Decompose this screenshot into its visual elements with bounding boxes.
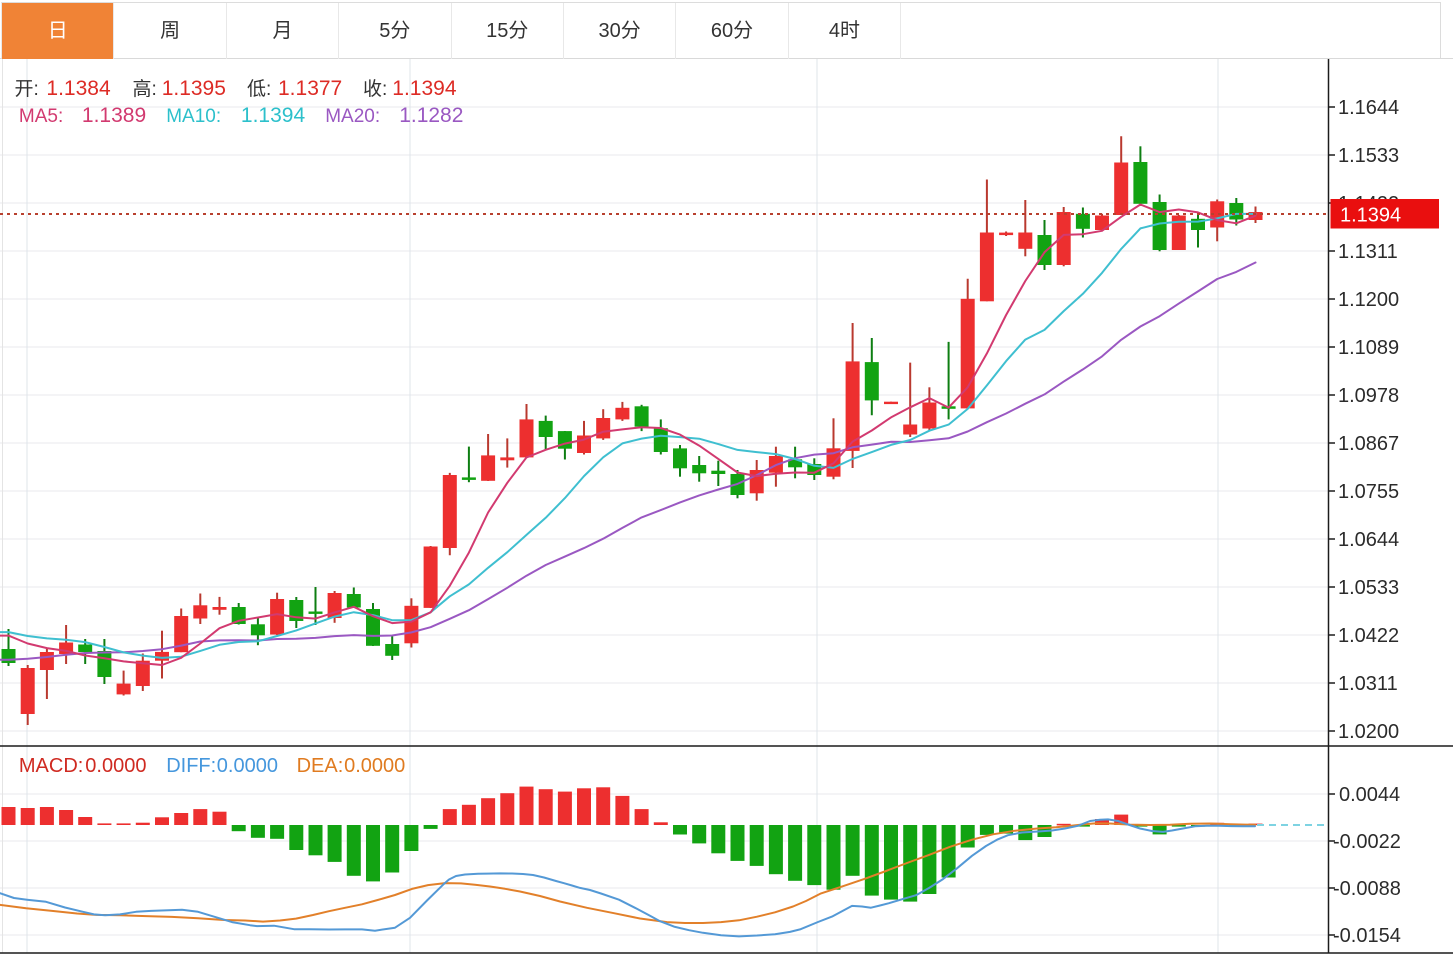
svg-text:1.1395: 1.1395 (162, 77, 226, 100)
svg-text:1.0755: 1.0755 (1338, 481, 1399, 503)
svg-text:-0.0154: -0.0154 (1333, 925, 1401, 947)
svg-text:1.0867: 1.0867 (1338, 433, 1399, 455)
svg-text:1.1389: 1.1389 (82, 104, 146, 127)
svg-text:0.0000: 0.0000 (344, 755, 405, 777)
svg-text:1.0311: 1.0311 (1338, 673, 1398, 695)
svg-text:MA5:: MA5: (19, 106, 63, 127)
svg-text:0.0000: 0.0000 (85, 755, 146, 777)
svg-text:收:: 收: (363, 78, 387, 100)
svg-text:低:: 低: (247, 78, 271, 100)
svg-text:0.0000: 0.0000 (217, 755, 278, 777)
svg-text:DIFF:: DIFF: (166, 755, 216, 777)
svg-text:1.1394: 1.1394 (241, 104, 306, 127)
svg-text:1.0644: 1.0644 (1338, 529, 1399, 551)
svg-text:1.1200: 1.1200 (1338, 289, 1399, 311)
svg-text:1.1089: 1.1089 (1338, 337, 1399, 359)
svg-text:开:: 开: (15, 79, 39, 100)
svg-text:1.0200: 1.0200 (1338, 721, 1399, 743)
svg-text:1.1282: 1.1282 (399, 104, 463, 127)
svg-text:-0.0022: -0.0022 (1333, 831, 1401, 853)
svg-text:1.1394: 1.1394 (392, 77, 457, 100)
svg-text:MA10:: MA10: (166, 106, 221, 127)
svg-text:MACD:: MACD: (19, 755, 83, 777)
svg-text:1.1394: 1.1394 (1340, 205, 1401, 227)
svg-text:1.1377: 1.1377 (278, 77, 342, 100)
svg-text:-0.0088: -0.0088 (1333, 878, 1401, 900)
svg-text:1.1644: 1.1644 (1338, 97, 1399, 119)
svg-text:MA20:: MA20: (325, 106, 380, 127)
svg-text:0.0044: 0.0044 (1339, 784, 1400, 806)
svg-text:DEA:: DEA: (297, 755, 344, 777)
svg-text:1.0533: 1.0533 (1338, 577, 1399, 599)
svg-text:1.0978: 1.0978 (1338, 385, 1399, 407)
svg-text:1.1384: 1.1384 (46, 77, 111, 100)
svg-text:1.1533: 1.1533 (1338, 145, 1399, 167)
svg-text:1.0422: 1.0422 (1338, 625, 1399, 647)
svg-text:1.1311: 1.1311 (1338, 241, 1398, 263)
svg-text:高:: 高: (133, 78, 157, 100)
